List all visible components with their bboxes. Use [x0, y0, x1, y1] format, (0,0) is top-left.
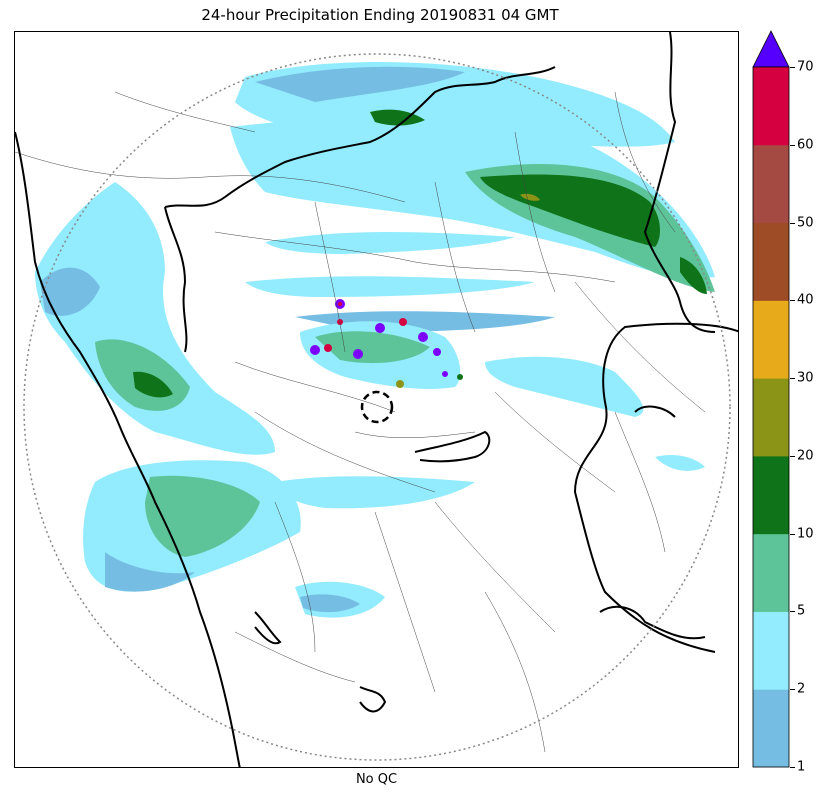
inland-border — [414, 430, 491, 463]
colorbar-segment — [753, 144, 789, 224]
precip-north-lb — [255, 66, 465, 102]
colorbar-tick-mark — [790, 689, 795, 691]
precip-west-dark — [133, 371, 173, 398]
precip-ne-olive — [520, 193, 540, 201]
colorbar-tick-label: 50 — [797, 215, 814, 231]
precip-ne-dark — [480, 174, 660, 247]
colorbar-tick-mark — [790, 67, 795, 68]
precip-ne-dark2 — [680, 257, 707, 294]
precip-sw-lb — [105, 552, 195, 592]
colorbar-tick-mark — [790, 222, 795, 224]
colorbar-tick-label: 2 — [797, 681, 806, 697]
colorbar-segment — [753, 378, 789, 457]
precip-west-lb — [40, 267, 100, 316]
colorbar-tick-label: 70 — [797, 59, 814, 75]
south-piece — [254, 611, 282, 645]
state-borders — [15, 32, 738, 767]
chart-title: 24-hour Precipitation Ending 20190831 04… — [201, 6, 559, 24]
precip-streak-1 — [265, 232, 515, 254]
colorbar-segment — [753, 533, 789, 612]
coastline — [15, 131, 241, 767]
colorbar-tick-label: 20 — [797, 448, 814, 464]
colorbar-tick-label: 1 — [797, 759, 806, 775]
precip-streak-2 — [245, 276, 535, 297]
colorbar-segment — [753, 689, 789, 768]
colorbar-outline — [752, 66, 790, 768]
precip-east-cell — [655, 455, 705, 471]
colorbar-segment — [753, 455, 789, 535]
colorbar-tick-mark — [790, 378, 795, 380]
colorbar-tick-label: 10 — [797, 526, 814, 542]
precip-south-cell-lb — [300, 594, 360, 613]
colorbar-tick-label: 40 — [797, 292, 814, 308]
radar-range-ring — [23, 53, 731, 761]
radar-site-marker — [360, 390, 394, 424]
colorbar-canvas — [752, 30, 790, 768]
radar-map — [14, 31, 739, 768]
colorbar-tick-label: 60 — [797, 137, 814, 153]
district-borders — [15, 91, 706, 753]
map-canvas — [15, 32, 738, 767]
colorbar: 1 2 5 10 20 30 40 50 60 70 — [752, 30, 814, 775]
colorbar-segment — [753, 300, 789, 379]
colorbar-tick-mark — [790, 144, 795, 146]
precip-sw-green — [145, 475, 260, 557]
colorbar-segment — [753, 222, 789, 301]
x-axis-label: No QC — [355, 772, 398, 787]
colorbar-tick-mark — [790, 611, 795, 613]
colorbar-tick-label: 5 — [797, 603, 806, 619]
south-piece2 — [359, 686, 387, 713]
east-inlet — [634, 405, 676, 418]
precip-se-band — [485, 356, 644, 417]
colorbar-tick-label: 30 — [797, 370, 814, 386]
colorbar-extend-arrow — [752, 30, 790, 68]
colorbar-tick-mark — [790, 533, 795, 535]
colorbar-segment — [753, 611, 789, 690]
colorbar-tick-mark — [790, 767, 795, 768]
north-border — [164, 66, 556, 208]
precip-mid-south — [275, 476, 475, 509]
colorbar-tick-mark — [790, 455, 795, 457]
precip-fields — [35, 62, 715, 618]
ne-border — [643, 32, 716, 333]
colorbar-segment — [753, 67, 789, 146]
precip-cluster-green — [315, 331, 430, 364]
precip-west-band — [35, 182, 275, 455]
precip-cluster-cores — [310, 299, 463, 388]
karnataka-border — [164, 206, 188, 353]
colorbar-tick-mark — [790, 300, 795, 302]
se-piece — [599, 605, 706, 640]
